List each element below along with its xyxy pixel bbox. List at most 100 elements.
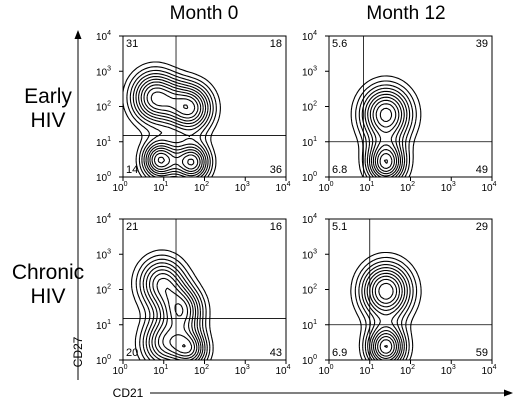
- y-tick-exponent: 0: [107, 354, 111, 361]
- y-tick-exponent: 1: [313, 136, 317, 143]
- contour-lines-3: [350, 251, 422, 361]
- y-tick-exponent: 4: [107, 213, 111, 220]
- y-tick-exponent: 4: [313, 30, 317, 37]
- x-tick-exponent: 3: [452, 181, 456, 188]
- y-tick-label-0-2: 102: [96, 101, 111, 114]
- y-tick-exponent: 0: [313, 354, 317, 361]
- y-tick-label-1-3: 103: [302, 65, 317, 78]
- y-tick-exponent: 2: [313, 284, 317, 291]
- y-axis-label: CD27: [71, 336, 85, 367]
- x-tick-exponent: 1: [370, 364, 374, 371]
- y-tick-label-0-1: 101: [96, 136, 111, 149]
- quadrant-lower-right-2: 43: [270, 347, 282, 359]
- x-tick-label-0-4: 104: [275, 181, 290, 194]
- y-tick-exponent: 1: [313, 319, 317, 326]
- quadrant-upper-right-3: 29: [476, 221, 488, 233]
- y-tick-exponent: 3: [107, 65, 111, 72]
- x-tick-exponent: 2: [205, 181, 209, 188]
- contour-lines-1: [350, 75, 422, 178]
- x-tick-label-2-3: 103: [235, 364, 250, 377]
- x-tick-exponent: 4: [287, 181, 291, 188]
- x-tick-label-2-2: 102: [194, 364, 209, 377]
- x-tick-label-3-4: 104: [481, 364, 496, 377]
- x-tick-exponent: 2: [205, 364, 209, 371]
- quadrant-upper-right-1: 39: [476, 38, 488, 50]
- y-tick-label-0-0: 100: [96, 171, 111, 184]
- column-header-month-12: Month 12: [366, 3, 445, 24]
- contour-lines-2: [131, 249, 214, 361]
- quadrant-upper-right-2: 16: [270, 221, 282, 233]
- x-axis-arrow-head: [504, 389, 513, 397]
- x-tick-label-1-0: 100: [318, 181, 333, 194]
- x-tick-exponent: 4: [493, 181, 497, 188]
- x-tick-exponent: 0: [124, 181, 128, 188]
- x-tick-label-2-4: 104: [275, 364, 290, 377]
- y-tick-exponent: 2: [107, 284, 111, 291]
- x-axis-label: CD21: [113, 386, 144, 400]
- y-tick-label-1-2: 102: [302, 101, 317, 114]
- quadrant-lower-left-3: 6.9: [332, 347, 347, 359]
- quadrant-upper-left-1: 5.6: [332, 38, 347, 50]
- quadrant-lower-right-1: 49: [476, 164, 488, 176]
- row-label-chronic-line1: Chronic: [12, 261, 84, 284]
- y-tick-exponent: 3: [313, 65, 317, 72]
- y-tick-label-1-1: 101: [302, 136, 317, 149]
- y-tick-exponent: 2: [313, 101, 317, 108]
- x-tick-exponent: 2: [411, 181, 415, 188]
- quadrant-upper-left-3: 5.1: [332, 221, 347, 233]
- x-tick-exponent: 3: [452, 364, 456, 371]
- quadrant-upper-right-0: 18: [270, 38, 282, 50]
- y-tick-label-0-3: 103: [96, 65, 111, 78]
- x-tick-exponent: 1: [164, 364, 168, 371]
- x-tick-label-0-1: 101: [153, 181, 168, 194]
- y-tick-label-2-4: 104: [96, 213, 111, 226]
- row-label-early-line2: HIV: [30, 109, 65, 132]
- quadrant-lower-right-0: 36: [270, 164, 282, 176]
- quadrant-lower-left-2: 20: [126, 347, 138, 359]
- y-tick-label-2-1: 101: [96, 319, 111, 332]
- y-axis-arrow-head: [74, 30, 82, 39]
- x-tick-label-1-3: 103: [441, 181, 456, 194]
- x-tick-label-0-3: 103: [235, 181, 250, 194]
- column-header-month-0: Month 0: [170, 3, 239, 24]
- quadrant-upper-left-2: 21: [126, 221, 138, 233]
- y-tick-label-3-2: 102: [302, 284, 317, 297]
- y-tick-label-3-1: 101: [302, 319, 317, 332]
- x-tick-exponent: 4: [493, 364, 497, 371]
- x-tick-label-3-2: 102: [400, 364, 415, 377]
- y-tick-exponent: 3: [107, 248, 111, 255]
- quadrant-lower-left-0: 14: [126, 164, 138, 176]
- x-tick-exponent: 0: [330, 181, 334, 188]
- quadrant-lower-right-3: 59: [476, 347, 488, 359]
- x-tick-exponent: 0: [124, 364, 128, 371]
- y-tick-exponent: 4: [313, 213, 317, 220]
- x-tick-exponent: 1: [164, 181, 168, 188]
- y-tick-label-3-0: 100: [302, 354, 317, 367]
- y-tick-label-1-0: 100: [302, 171, 317, 184]
- y-tick-exponent: 2: [107, 101, 111, 108]
- x-tick-exponent: 4: [287, 364, 291, 371]
- x-tick-exponent: 1: [370, 181, 374, 188]
- x-tick-label-0-2: 102: [194, 181, 209, 194]
- y-tick-exponent: 1: [107, 136, 111, 143]
- x-tick-exponent: 3: [246, 364, 250, 371]
- x-tick-label-1-2: 102: [400, 181, 415, 194]
- x-tick-label-2-0: 100: [112, 364, 127, 377]
- x-tick-exponent: 0: [330, 364, 334, 371]
- row-label-chronic-line2: HIV: [30, 285, 65, 308]
- x-tick-label-0-0: 100: [112, 181, 127, 194]
- y-tick-exponent: 0: [107, 171, 111, 178]
- y-tick-exponent: 4: [107, 30, 111, 37]
- y-tick-label-1-4: 104: [302, 30, 317, 43]
- quadrant-upper-left-0: 31: [126, 38, 138, 50]
- y-tick-label-0-4: 104: [96, 30, 111, 43]
- x-tick-exponent: 3: [246, 181, 250, 188]
- y-tick-exponent: 0: [313, 171, 317, 178]
- y-tick-exponent: 1: [107, 319, 111, 326]
- y-tick-exponent: 3: [313, 248, 317, 255]
- x-tick-label-3-3: 103: [441, 364, 456, 377]
